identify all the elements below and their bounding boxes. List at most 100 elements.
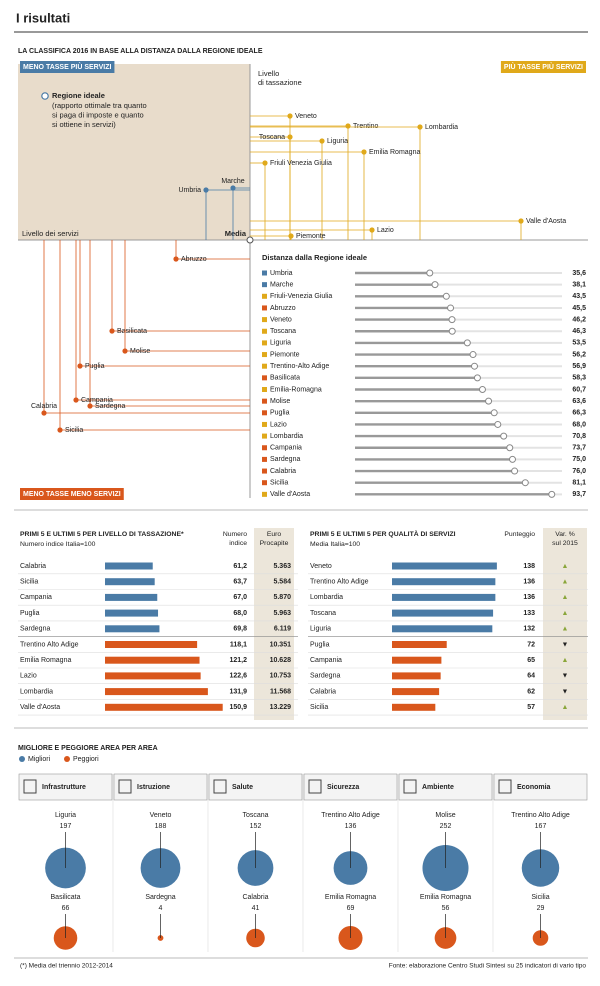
region-name: Emilia Romagna [420,894,471,901]
center-dot [246,236,254,244]
bar [392,609,494,617]
region-dot [230,185,236,191]
value-label: 188 [155,823,167,830]
section-title: MIGLIORE E PEGGIORE AREA PER AREA [18,745,158,752]
region-name: Trentino Alto Adige [321,812,380,819]
quadrant-badge [20,488,124,500]
legend-swatch [262,293,267,299]
bar [392,625,493,633]
value-label: 122,6 [229,673,247,680]
row-name: Puglia [20,610,40,617]
category-label: Molise [270,398,290,405]
value-label: 81,1 [572,480,586,487]
region-label: Sicilia [65,427,83,434]
category-label: Valle d'Aosta [270,491,310,498]
region-label: Trentino [353,123,379,130]
value-label: 65 [527,657,535,664]
panel-header [303,773,398,801]
chart-title: Distanza dalla Regione ideale [262,253,367,262]
region-dot [77,363,83,369]
value-label: 4 [159,905,163,912]
value-label: 68,0 [233,610,247,617]
value-label: 29 [537,905,545,912]
category-label: Calabria [270,468,296,475]
table-title: PRIMI 5 E ULTIMI 5 PER QUALITÀ DI SERVIZ… [310,529,456,538]
value-label: 38,1 [572,281,586,288]
row-name: Trentino Alto Adige [20,641,79,648]
bar [392,688,440,696]
value-label: 53,5 [572,340,586,347]
region-dot [109,328,115,334]
row-name: Calabria [20,563,46,570]
category-label: Lazio [270,421,287,428]
region-label: Campania [81,397,113,404]
bar [105,625,160,633]
region-label: Liguria [327,138,348,145]
row-name: Lombardia [20,688,53,695]
bar-end [448,327,456,335]
region-dot [87,403,93,409]
category-label: Lombardia [270,433,303,440]
region-dot [287,134,293,140]
panel-name: Sicurezza [327,784,359,791]
region-label: Marche [221,178,244,185]
bar-end [490,409,498,417]
category-label: Toscana [270,328,296,335]
value-label: 64 [527,673,535,680]
euro-value: 6.119 [274,626,291,633]
legend-text: (rapporto ottimale tra quanto [52,101,147,110]
region-dot [361,149,367,155]
value-label: 69,8 [233,626,247,633]
value-label: 56,2 [572,351,586,358]
legend-swatch [262,433,267,439]
bar [105,562,153,570]
page-title: I risultati [16,10,70,25]
axis-label: di tassazione [258,78,302,87]
region-label: Calabria [31,403,57,410]
region-dot [57,427,63,433]
legend-swatch [262,456,267,462]
bar [392,703,436,711]
center-label: Media [225,229,247,238]
panel-icon [118,779,132,794]
column-header: Procapite [260,540,289,547]
region-name: Liguria [55,812,76,819]
subtitle: LA CLASSIFICA 2016 IN BASE ALLA DISTANZA… [18,48,263,55]
category-label: Abruzzo [270,305,296,312]
region-label: Lazio [377,227,394,234]
region-dot [73,397,79,403]
value-label: 43,5 [572,293,586,300]
bar [105,641,198,648]
row-name: Sardegna [310,673,340,680]
category-label: Campania [270,445,302,452]
legend-dot [19,756,25,762]
column-header: Var. % [555,531,575,538]
row-name: Sardegna [20,626,50,633]
bar [105,578,155,586]
region-dot [262,160,268,166]
legend-ring [41,92,49,100]
panel-icon [403,779,417,794]
value-label: 67,0 [233,594,247,601]
legend-swatch [262,491,267,497]
panel-header [18,773,113,801]
bar-end [431,281,439,289]
trend-arrow: ▼ [562,673,569,680]
ideal-panel [18,64,250,240]
value-label: 35,6 [572,270,586,277]
quadrant-label: MENO TASSE MENO SERVIZI [23,491,121,498]
region-label: Friuli Venezia Giulia [270,160,332,167]
euro-value: 13.229 [270,704,292,711]
euro-value: 10.351 [270,641,292,648]
euro-value: 11.568 [270,688,291,695]
bar-end [521,479,529,487]
category-label: Emilia-Romagna [270,386,322,393]
value-label: 136 [345,823,357,830]
trend-arrow: ▲ [562,657,569,664]
euro-value: 5.963 [273,610,291,617]
category-label: Sicilia [270,480,288,487]
trend-arrow: ▼ [562,688,569,695]
region-name: Emilia Romagna [325,894,376,901]
region-dot [345,123,351,129]
